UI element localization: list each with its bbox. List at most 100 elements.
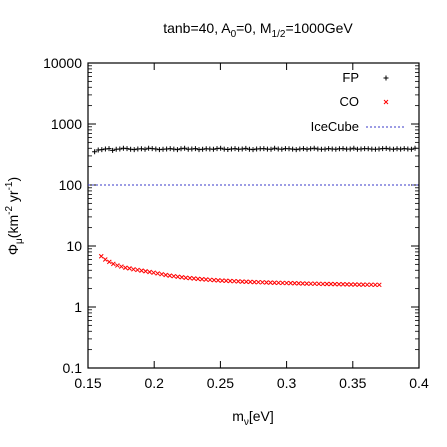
co-point — [340, 281, 346, 287]
fp-point — [171, 146, 177, 152]
co-point — [106, 259, 112, 265]
fp-point — [272, 145, 278, 151]
fp-point — [182, 145, 188, 151]
co-point — [163, 272, 169, 278]
co-point — [239, 279, 245, 284]
fp-point — [347, 146, 353, 152]
co-point — [151, 270, 156, 276]
fp-point — [131, 147, 137, 153]
fp-point — [124, 146, 130, 152]
co-point — [360, 282, 366, 287]
co-point — [175, 274, 181, 280]
y-tick-label: 0.1 — [63, 360, 83, 376]
legend-label-co: CO — [340, 94, 360, 109]
co-point — [364, 282, 370, 288]
co-point — [119, 264, 124, 269]
co-point — [102, 257, 108, 262]
co-point — [304, 281, 310, 286]
co-point — [98, 253, 104, 259]
co-point — [123, 265, 128, 271]
fp-point — [268, 146, 274, 152]
fp-point — [383, 145, 389, 151]
co-point — [272, 280, 277, 286]
x-tick-label: 0.2 — [144, 375, 164, 391]
fp-point — [174, 147, 180, 153]
co-point — [143, 268, 148, 274]
co-point — [211, 277, 217, 283]
co-point — [268, 280, 273, 285]
co-point — [147, 269, 152, 275]
co-point — [376, 282, 382, 288]
co-point — [280, 280, 285, 286]
co-point — [288, 280, 293, 286]
y-tick-label: 1 — [74, 299, 82, 315]
y-tick-label: 100 — [59, 177, 83, 193]
fp-point — [300, 146, 306, 152]
co-point — [348, 282, 354, 287]
co-point — [368, 282, 374, 288]
legend-key-co — [383, 99, 389, 105]
y-tick-label: 10 — [66, 238, 82, 254]
co-point — [308, 281, 314, 287]
fp-point — [99, 147, 105, 153]
fp-point — [308, 146, 314, 152]
legend: FP CO IceCube — [311, 70, 404, 134]
co-point — [296, 281, 302, 286]
co-point — [284, 280, 289, 286]
fp-point — [412, 145, 418, 151]
x-axis-label: mν[eV] — [232, 408, 274, 428]
co-point — [203, 277, 209, 282]
co-point — [231, 278, 237, 284]
co-point — [135, 267, 140, 273]
fp-point — [408, 146, 414, 152]
co-point — [316, 281, 322, 287]
co-point — [195, 276, 201, 282]
co-point — [139, 268, 144, 273]
co-point — [199, 276, 205, 282]
co-point — [336, 281, 342, 287]
fp-point — [106, 146, 112, 152]
co-point — [300, 281, 306, 286]
co-point — [131, 266, 136, 272]
co-point — [372, 282, 378, 288]
co-point — [179, 274, 185, 280]
fp-point — [92, 149, 98, 155]
co-point — [332, 281, 338, 287]
fp-point — [250, 147, 256, 153]
x-tick-label: 0.15 — [74, 375, 101, 391]
co-point — [344, 282, 350, 287]
axis-ticks: 0.15 0.2 0.25 0.3 0.35 0.4 0.1 1 10 100 1000 10000 — [43, 55, 429, 391]
co-point — [127, 266, 132, 271]
plot-frame — [87, 62, 420, 369]
fp-point — [117, 146, 123, 152]
co-series — [98, 253, 382, 288]
co-point — [159, 271, 165, 277]
fp-point — [142, 146, 148, 152]
x-tick-label: 0.35 — [339, 375, 366, 391]
y-tick-label: 1000 — [51, 116, 82, 132]
fp-point — [218, 145, 224, 151]
co-point — [235, 279, 241, 284]
fp-point — [243, 145, 249, 151]
fp-point — [239, 146, 245, 152]
fp-point — [232, 146, 238, 152]
legend-label-fp: FP — [342, 70, 359, 85]
legend-key-fp — [383, 75, 389, 81]
x-tick-label: 0.4 — [409, 375, 429, 391]
fp-point — [225, 146, 231, 152]
co-point — [207, 277, 213, 283]
co-point — [260, 279, 265, 285]
co-point — [191, 276, 197, 281]
co-point — [187, 275, 193, 281]
fp-point — [210, 146, 216, 152]
fp-point — [290, 146, 296, 152]
co-point — [252, 279, 257, 285]
co-point — [247, 279, 253, 285]
x-tick-label: 0.3 — [277, 375, 297, 391]
fp-series — [92, 145, 418, 155]
co-point — [219, 278, 225, 283]
fp-point — [293, 147, 299, 153]
co-point — [215, 278, 221, 283]
co-point — [324, 281, 330, 287]
